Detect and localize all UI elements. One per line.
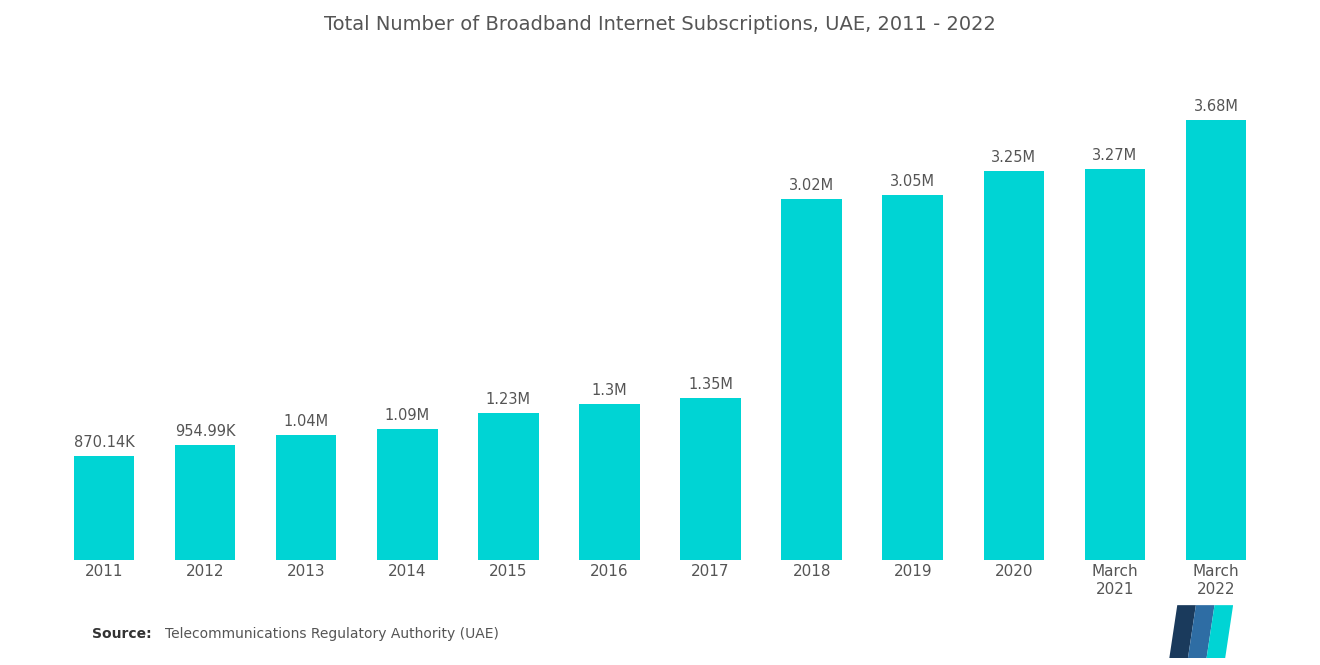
Bar <box>478 412 539 559</box>
Text: 1.04M: 1.04M <box>284 414 329 430</box>
Bar <box>579 404 640 559</box>
Text: 3.25M: 3.25M <box>991 150 1036 166</box>
Text: 1.3M: 1.3M <box>591 383 627 398</box>
Bar <box>781 199 842 559</box>
Text: 3.02M: 3.02M <box>789 178 834 193</box>
Bar <box>74 456 135 559</box>
Bar <box>174 446 235 559</box>
Bar <box>1185 120 1246 559</box>
Text: 1.23M: 1.23M <box>486 392 531 406</box>
Text: 1.35M: 1.35M <box>688 377 733 392</box>
Text: 1.09M: 1.09M <box>384 408 430 424</box>
Bar <box>882 195 942 559</box>
Bar <box>1085 169 1146 559</box>
Text: 3.68M: 3.68M <box>1193 99 1238 114</box>
Text: 3.27M: 3.27M <box>1093 148 1138 163</box>
Bar <box>378 430 438 559</box>
Polygon shape <box>1206 605 1233 658</box>
Text: 3.05M: 3.05M <box>890 174 936 189</box>
Bar <box>680 398 741 559</box>
Bar <box>983 172 1044 559</box>
Bar <box>276 436 337 559</box>
Polygon shape <box>1188 605 1214 658</box>
Polygon shape <box>1170 605 1196 658</box>
Text: 870.14K: 870.14K <box>74 435 135 450</box>
Text: Source:: Source: <box>92 627 152 642</box>
Title: Total Number of Broadband Internet Subscriptions, UAE, 2011 - 2022: Total Number of Broadband Internet Subsc… <box>325 15 995 34</box>
Text: Telecommunications Regulatory Authority (UAE): Telecommunications Regulatory Authority … <box>165 627 499 642</box>
Text: 954.99K: 954.99K <box>174 424 235 440</box>
